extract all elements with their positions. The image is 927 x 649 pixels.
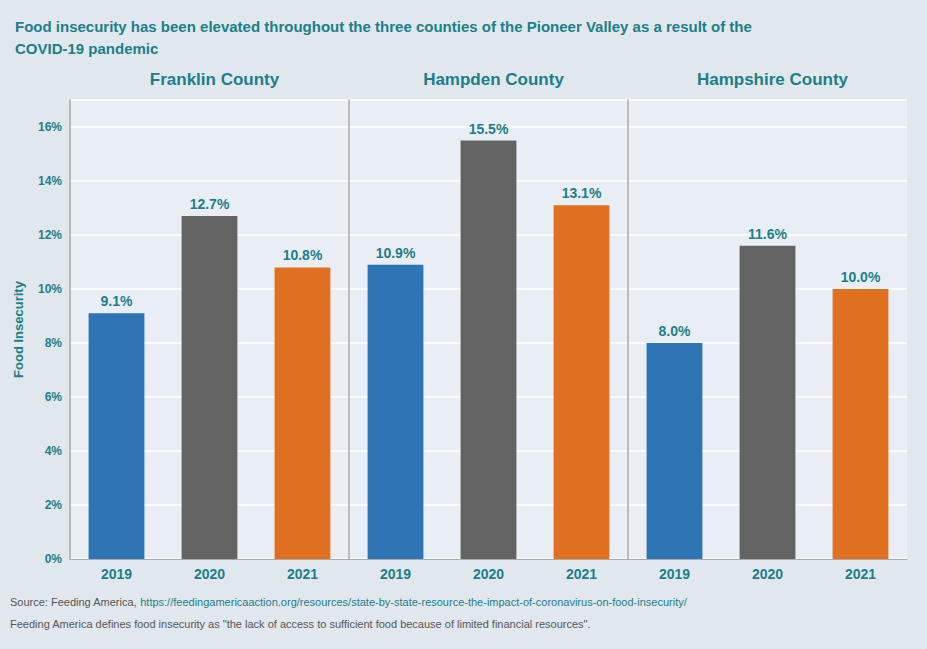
svg-text:Franklin County: Franklin County <box>150 70 280 89</box>
svg-text:Hampshire County: Hampshire County <box>697 70 849 89</box>
svg-text:Food insecurity has been eleva: Food insecurity has been elevated throug… <box>15 18 752 35</box>
svg-text:2021: 2021 <box>287 566 318 582</box>
svg-text:2020: 2020 <box>194 566 225 582</box>
svg-text:COVID-19 pandemic: COVID-19 pandemic <box>15 40 158 57</box>
svg-text:8.0%: 8.0% <box>659 323 691 339</box>
svg-text:12%: 12% <box>38 228 62 242</box>
svg-text:2020: 2020 <box>752 566 783 582</box>
svg-text:0%: 0% <box>45 552 63 566</box>
svg-text:2019: 2019 <box>659 566 690 582</box>
svg-text:10.8%: 10.8% <box>283 247 323 263</box>
svg-text:2%: 2% <box>45 498 63 512</box>
svg-text:Hampden County: Hampden County <box>423 70 564 89</box>
svg-text:15.5%: 15.5% <box>469 121 509 137</box>
svg-text:4%: 4% <box>45 444 63 458</box>
svg-text:Feeding America defines food i: Feeding America defines food insecurity … <box>10 618 591 630</box>
svg-text:2021: 2021 <box>566 566 597 582</box>
svg-text:11.6%: 11.6% <box>748 226 787 242</box>
svg-text:14%: 14% <box>38 174 62 188</box>
svg-text:10.0%: 10.0% <box>841 269 881 285</box>
svg-text:10%: 10% <box>38 282 62 296</box>
svg-text:10.9%: 10.9% <box>376 245 416 261</box>
svg-text:12.7%: 12.7% <box>190 196 230 212</box>
svg-text:Source: Feeding America,: Source: Feeding America, <box>10 596 140 608</box>
svg-text:9.1%: 9.1% <box>101 293 133 309</box>
svg-text:2019: 2019 <box>101 566 132 582</box>
svg-text:2020: 2020 <box>473 566 504 582</box>
svg-text:13.1%: 13.1% <box>562 185 602 201</box>
svg-text:8%: 8% <box>45 336 63 350</box>
svg-text:16%: 16% <box>38 120 62 134</box>
svg-text:Food Insecurity: Food Insecurity <box>11 280 26 378</box>
svg-text:6%: 6% <box>45 390 63 404</box>
svg-text:https://feedingamericaaction.o: https://feedingamericaaction.org/resourc… <box>140 596 688 608</box>
svg-text:2021: 2021 <box>845 566 876 582</box>
svg-text:2019: 2019 <box>380 566 411 582</box>
